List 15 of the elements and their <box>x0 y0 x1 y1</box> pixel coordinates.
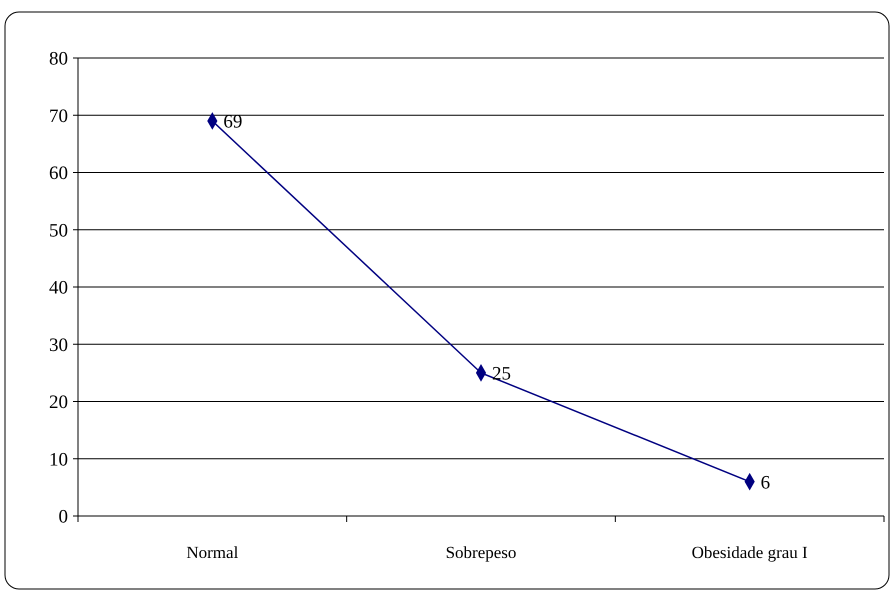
y-tick-label: 0 <box>58 506 68 528</box>
y-tick-label: 40 <box>49 278 68 299</box>
y-tick-label: 10 <box>49 449 68 470</box>
y-tick-label: 80 <box>49 48 68 70</box>
data-label: 69 <box>223 112 242 133</box>
y-tick-label: 60 <box>49 163 68 184</box>
x-tick-label: Sobrepeso <box>446 543 516 562</box>
x-tick-label: Obesidade grau I <box>692 543 808 562</box>
y-tick-label: 20 <box>49 392 68 414</box>
y-tick-label: 30 <box>49 334 68 356</box>
data-label: 25 <box>492 364 511 385</box>
y-tick-label: 70 <box>49 106 68 127</box>
y-tick-label: 50 <box>49 220 68 242</box>
data-label: 6 <box>760 472 770 494</box>
x-tick-label: Normal <box>186 543 239 562</box>
